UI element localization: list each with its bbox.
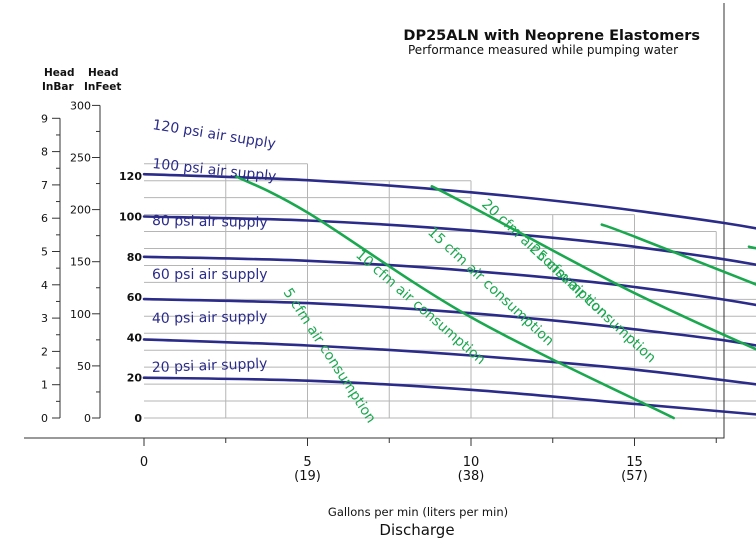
curve-pressure-4 — [142, 215, 756, 267]
psi-tick-label: 120 — [119, 170, 142, 183]
psi-tick-label: 20 — [127, 372, 143, 385]
psi-tick-label: 40 — [127, 331, 143, 344]
feet-tick-label: 0 — [84, 412, 91, 425]
x-tick-label-gpm: 10 — [463, 455, 480, 470]
x-tick-label-lpm: (57) — [621, 469, 648, 484]
x-tick-label-gpm: 15 — [626, 455, 643, 470]
psi-tick-label: 80 — [127, 251, 143, 264]
bar-axis-title-line2: InBar — [42, 81, 74, 93]
bar-tick-label: 5 — [41, 246, 48, 259]
feet-tick-label: 250 — [70, 152, 91, 165]
performance-curves — [142, 172, 756, 420]
feet-tick-label: 200 — [70, 204, 91, 217]
curve-pressure-5 — [142, 172, 756, 230]
curve-label: 20 psi air supply — [152, 356, 268, 376]
curve-pressure-3 — [142, 255, 756, 307]
bar-tick-label: 3 — [41, 312, 48, 325]
curve-label: 60 psi air supply — [152, 267, 268, 283]
feet-axis-title-line2: InFeet — [84, 81, 121, 93]
x-tick-label-gpm: 5 — [303, 455, 311, 470]
curve-pressure-0 — [142, 376, 756, 416]
bar-tick-label: 7 — [41, 179, 48, 192]
bar-tick-label: 2 — [41, 345, 48, 358]
curve-pressure-2 — [142, 297, 756, 347]
x-tick-label-lpm: (38) — [458, 469, 485, 484]
curve-label: 40 psi air supply — [152, 309, 268, 327]
x-tick-label-lpm: (19) — [294, 469, 321, 484]
bar-tick-label: 4 — [41, 279, 48, 292]
curve-pressure-1 — [142, 338, 756, 386]
bar-tick-label: 1 — [41, 379, 48, 392]
psi-tick-label: 0 — [134, 412, 142, 425]
curve-air-7 — [430, 185, 756, 351]
feet-tick-label: 50 — [77, 360, 91, 373]
bar-axis-title-line1: Head — [44, 67, 75, 79]
chart-subtitle: Performance measured while pumping water — [408, 43, 678, 57]
bar-tick-label: 9 — [41, 112, 48, 125]
axes: 05(19)10(38)15(57)20(76)25(95)30(114)35(… — [24, 3, 725, 484]
x-axis-label: Gallons per min (liters per min) — [328, 505, 508, 519]
x-tick-label-gpm: 0 — [140, 455, 148, 470]
x-axis-label-discharge: Discharge — [379, 521, 454, 539]
feet-axis-title-line1: Head — [88, 67, 119, 79]
feet-tick-label: 150 — [70, 256, 91, 269]
psi-tick-label: 100 — [119, 211, 142, 224]
chart-frame — [24, 3, 725, 439]
chart-title: DP25ALN with Neoprene Elastomers — [403, 28, 700, 44]
psi-tick-label: 60 — [127, 291, 143, 304]
staircase-grid — [144, 163, 756, 419]
curve-air-8 — [600, 223, 756, 286]
feet-tick-label: 100 — [70, 308, 91, 321]
curve-air-6 — [234, 174, 675, 420]
feet-tick-label: 300 — [70, 99, 91, 112]
bar-tick-label: 0 — [41, 412, 48, 425]
curve-label: 80 psi air supply — [152, 213, 268, 231]
bar-tick-label: 6 — [41, 212, 48, 225]
bar-tick-label: 8 — [41, 146, 48, 159]
